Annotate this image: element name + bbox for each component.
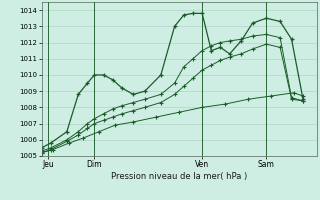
X-axis label: Pression niveau de la mer( hPa ): Pression niveau de la mer( hPa ) [111,172,247,181]
